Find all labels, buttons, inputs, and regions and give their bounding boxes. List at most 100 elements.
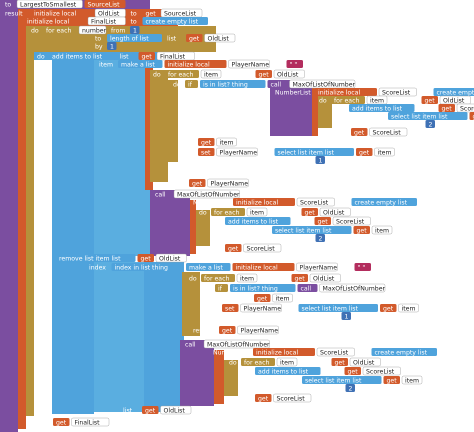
- for-each-block[interactable]: [224, 360, 238, 396]
- block-chip[interactable]: [186, 34, 203, 42]
- block-chip[interactable]: [354, 263, 372, 271]
- block-chip[interactable]: [56, 254, 136, 262]
- block-chip[interactable]: [272, 293, 293, 303]
- for-range-block[interactable]: [26, 26, 34, 416]
- block-chip[interactable]: [16, 0, 83, 9]
- block-chip[interactable]: [349, 104, 415, 112]
- block-chip[interactable]: [164, 60, 227, 68]
- block-chip[interactable]: [182, 340, 202, 348]
- block-chip[interactable]: [344, 367, 362, 375]
- block-chip[interactable]: [142, 406, 159, 414]
- block-chip[interactable]: [219, 326, 236, 334]
- block-chip[interactable]: [225, 244, 242, 252]
- block-chip[interactable]: [296, 197, 335, 207]
- block-chip[interactable]: [189, 179, 206, 187]
- block-chip[interactable]: [130, 26, 140, 34]
- block-chip[interactable]: [254, 294, 271, 302]
- block-chip[interactable]: [24, 17, 86, 25]
- block-chip[interactable]: [237, 325, 279, 335]
- block-chip[interactable]: [267, 80, 288, 88]
- block-chip[interactable]: [142, 17, 209, 25]
- for-each-block[interactable]: [150, 70, 168, 182]
- block-chip[interactable]: [155, 253, 187, 263]
- block-chip[interactable]: [255, 394, 272, 402]
- block-chip[interactable]: [380, 304, 397, 312]
- block-chip[interactable]: [243, 243, 282, 253]
- block-chip[interactable]: [253, 348, 315, 356]
- block-chip[interactable]: [118, 60, 163, 68]
- block-chip[interactable]: [185, 80, 198, 88]
- block-chip[interactable]: [137, 254, 155, 262]
- block-chip[interactable]: [111, 263, 185, 271]
- block-chip[interactable]: [240, 303, 282, 313]
- block-chip[interactable]: [301, 208, 319, 216]
- block-chip[interactable]: [296, 262, 338, 272]
- block-chip[interactable]: [388, 112, 468, 120]
- block-chip[interactable]: [53, 418, 70, 426]
- local-init-block[interactable]: [214, 350, 224, 404]
- block-chip[interactable]: [31, 9, 93, 17]
- local-init-block[interactable]: [190, 200, 196, 254]
- block-chip[interactable]: [142, 9, 160, 17]
- block-chip[interactable]: [211, 208, 245, 216]
- block-chip[interactable]: [138, 52, 156, 60]
- block-chip[interactable]: [319, 283, 386, 293]
- add-items-block[interactable]: [52, 52, 94, 414]
- block-chip[interactable]: [71, 417, 110, 427]
- block-chip[interactable]: [152, 190, 172, 198]
- block-chip[interactable]: [203, 339, 270, 349]
- index-in-list-block[interactable]: [94, 262, 144, 412]
- block-chip[interactable]: [433, 88, 474, 96]
- block-chip[interactable]: [314, 217, 332, 225]
- block-chip[interactable]: [204, 33, 236, 43]
- block-chip[interactable]: [421, 96, 439, 104]
- block-chip[interactable]: [160, 405, 192, 415]
- block-chip[interactable]: [315, 234, 326, 242]
- block-chip[interactable]: [456, 103, 474, 113]
- make-list-block[interactable]: [94, 60, 150, 256]
- block-chip[interactable]: [198, 138, 215, 146]
- block-chip[interactable]: [438, 104, 456, 112]
- block-chip[interactable]: [186, 263, 231, 271]
- local-init-block[interactable]: [145, 60, 153, 190]
- block-chip[interactable]: [469, 112, 474, 120]
- block-chip[interactable]: [369, 127, 408, 137]
- block-chip[interactable]: [225, 217, 291, 225]
- make-list-block[interactable]: [144, 262, 184, 412]
- block-chip[interactable]: [351, 128, 368, 136]
- block-chip[interactable]: [345, 384, 356, 392]
- block-chip[interactable]: [215, 284, 228, 292]
- block-chip[interactable]: [425, 120, 436, 128]
- block-chip[interactable]: [207, 178, 249, 188]
- block-chip[interactable]: [398, 303, 419, 313]
- block-chip[interactable]: [276, 357, 298, 367]
- block-chip[interactable]: [255, 70, 273, 78]
- block-chip[interactable]: [362, 366, 401, 376]
- block-chip[interactable]: [228, 59, 270, 69]
- block-chip[interactable]: [332, 216, 371, 226]
- block-chip[interactable]: [274, 148, 355, 156]
- local-init-block[interactable]: [18, 9, 26, 429]
- block-chip[interactable]: [286, 60, 304, 68]
- block-chip[interactable]: [216, 137, 237, 147]
- block-chip[interactable]: [200, 69, 222, 79]
- procedure-block[interactable]: [0, 0, 18, 432]
- block-chip[interactable]: [230, 284, 296, 292]
- block-chip[interactable]: [309, 273, 341, 283]
- block-chip[interactable]: [371, 348, 438, 356]
- block-chip[interactable]: [298, 304, 379, 312]
- block-chip[interactable]: [349, 357, 381, 367]
- block-chip[interactable]: [233, 198, 295, 206]
- block-chip[interactable]: [302, 376, 382, 384]
- block-chip[interactable]: [107, 42, 117, 50]
- block-chip[interactable]: [87, 16, 126, 26]
- block-chip[interactable]: [222, 304, 239, 312]
- block-chip[interactable]: [316, 347, 355, 357]
- block-chip[interactable]: [198, 148, 215, 156]
- for-each-block[interactable]: [196, 210, 210, 246]
- block-chip[interactable]: [200, 80, 266, 88]
- block-chip[interactable]: [341, 312, 352, 320]
- block-chip[interactable]: [378, 87, 417, 97]
- block-chip[interactable]: [236, 273, 258, 283]
- if-block[interactable]: [168, 80, 178, 162]
